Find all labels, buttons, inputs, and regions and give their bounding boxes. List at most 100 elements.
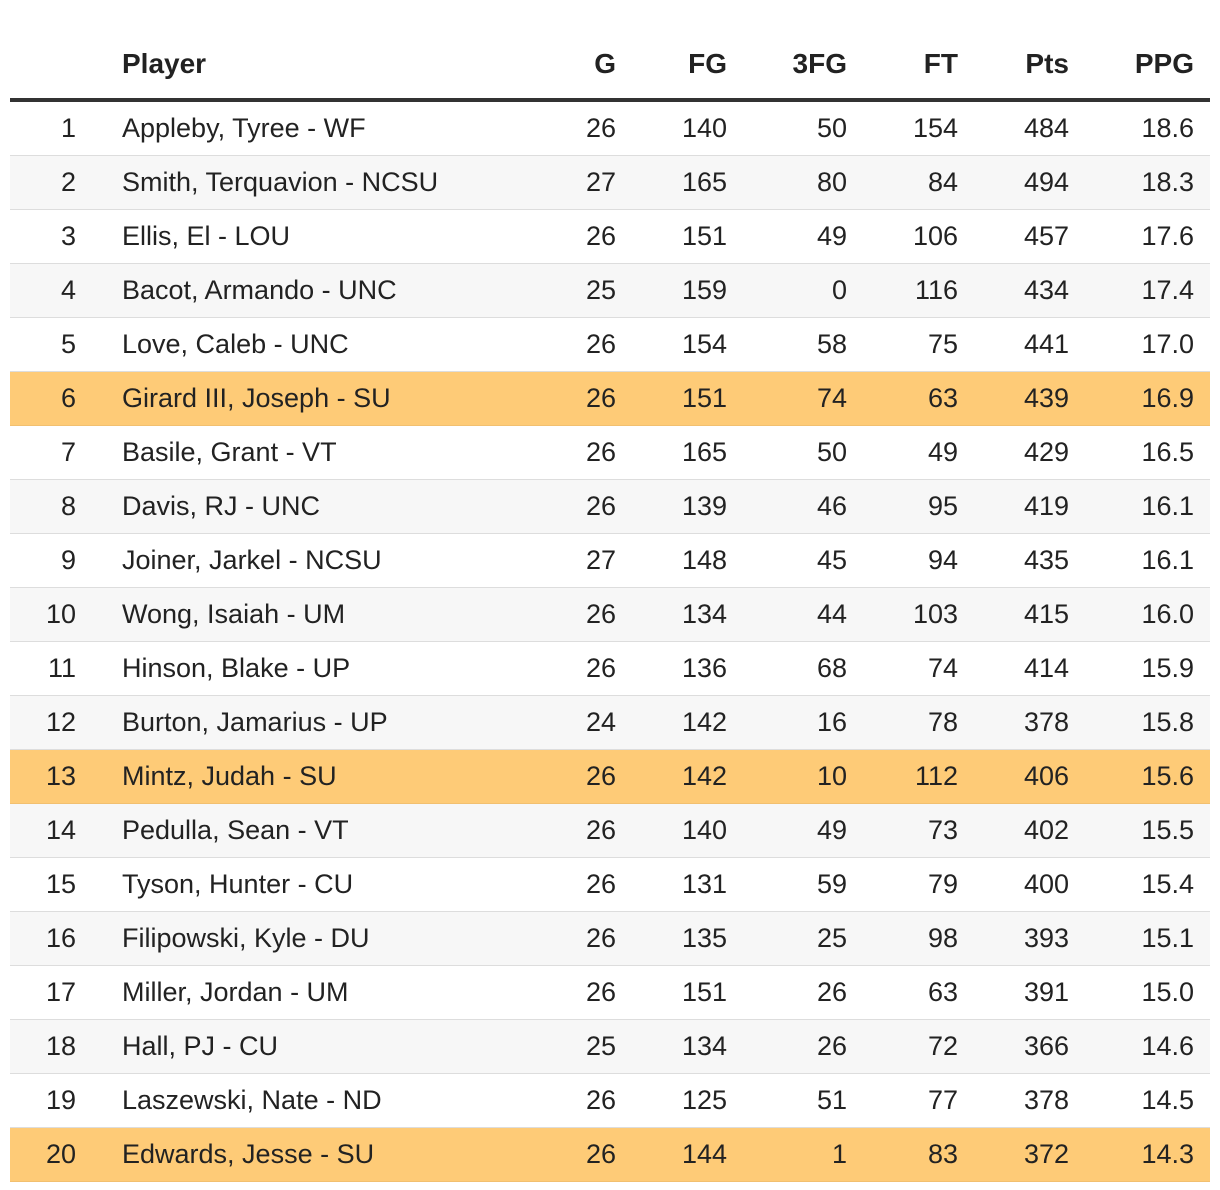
table-row: 15 Tyson, Hunter - CU 26 131 59 79 400 15.4 <box>10 857 1210 912</box>
table-row: 12 Burton, Jamarius - UP 24 142 16 78 378 15.8 <box>10 695 1210 750</box>
cell-free-throws: 116 <box>847 263 958 318</box>
cell-points-per-game: 15.4 <box>1069 857 1210 912</box>
cell-free-throws: 112 <box>847 749 958 804</box>
cell-points-per-game: 18.3 <box>1069 155 1210 210</box>
cell-free-throws: 83 <box>847 1127 958 1182</box>
cell-free-throws: 94 <box>847 533 958 588</box>
cell-player: Love, Caleb - UNC <box>122 317 542 372</box>
table-row: 6 Girard III, Joseph - SU 26 151 74 63 439 16.9 <box>10 371 1210 426</box>
cell-three-point-field-goals: 68 <box>727 641 847 696</box>
cell-three-point-field-goals: 26 <box>727 965 847 1020</box>
cell-player: Smith, Terquavion - NCSU <box>122 155 542 210</box>
cell-player: Tyson, Hunter - CU <box>122 857 542 912</box>
cell-player: Burton, Jamarius - UP <box>122 695 542 750</box>
cell-free-throws: 63 <box>847 371 958 426</box>
cell-three-point-field-goals: 74 <box>727 371 847 426</box>
cell-free-throws: 103 <box>847 587 958 642</box>
cell-points: 439 <box>958 371 1069 426</box>
cell-points-per-game: 14.5 <box>1069 1073 1210 1128</box>
cell-field-goals: 165 <box>616 155 727 210</box>
cell-points-per-game: 17.4 <box>1069 263 1210 318</box>
cell-games: 26 <box>542 749 616 804</box>
header-field-goals: FG <box>616 30 727 102</box>
cell-points-per-game: 16.1 <box>1069 479 1210 534</box>
cell-rank: 5 <box>10 317 122 372</box>
cell-free-throws: 95 <box>847 479 958 534</box>
cell-field-goals: 135 <box>616 911 727 966</box>
cell-points-per-game: 15.9 <box>1069 641 1210 696</box>
cell-points-per-game: 15.5 <box>1069 803 1210 858</box>
header-row: Player G FG 3FG FT Pts PPG <box>10 30 1210 102</box>
table-row: 2 Smith, Terquavion - NCSU 27 165 80 84 494 18.… <box>10 155 1210 210</box>
cell-free-throws: 154 <box>847 100 958 156</box>
cell-free-throws: 63 <box>847 965 958 1020</box>
table-row: 16 Filipowski, Kyle - DU 26 135 25 98 393 15.1 <box>10 911 1210 966</box>
table-row: 10 Wong, Isaiah - UM 26 134 44 103 415 16.0 <box>10 587 1210 642</box>
cell-points: 393 <box>958 911 1069 966</box>
cell-player: Joiner, Jarkel - NCSU <box>122 533 542 588</box>
cell-field-goals: 148 <box>616 533 727 588</box>
cell-rank: 18 <box>10 1019 122 1074</box>
cell-points: 457 <box>958 209 1069 264</box>
stats-table-container: Player G FG 3FG FT Pts PPG 1 Appleby, Tyr… <box>10 30 1210 1182</box>
cell-points: 378 <box>958 695 1069 750</box>
cell-points: 378 <box>958 1073 1069 1128</box>
cell-rank: 2 <box>10 155 122 210</box>
table-row: 4 Bacot, Armando - UNC 25 159 0 116 434 17.4 <box>10 263 1210 318</box>
cell-rank: 6 <box>10 371 122 426</box>
cell-field-goals: 142 <box>616 695 727 750</box>
cell-points: 434 <box>958 263 1069 318</box>
cell-games: 26 <box>542 911 616 966</box>
cell-three-point-field-goals: 59 <box>727 857 847 912</box>
cell-player: Bacot, Armando - UNC <box>122 263 542 318</box>
cell-points-per-game: 16.5 <box>1069 425 1210 480</box>
cell-three-point-field-goals: 80 <box>727 155 847 210</box>
cell-points-per-game: 17.0 <box>1069 317 1210 372</box>
cell-points-per-game: 16.1 <box>1069 533 1210 588</box>
header-points: Pts <box>958 30 1069 102</box>
cell-games: 26 <box>542 317 616 372</box>
cell-points-per-game: 15.8 <box>1069 695 1210 750</box>
cell-points-per-game: 17.6 <box>1069 209 1210 264</box>
cell-player: Hall, PJ - CU <box>122 1019 542 1074</box>
cell-field-goals: 125 <box>616 1073 727 1128</box>
table-row: 7 Basile, Grant - VT 26 165 50 49 429 16.5 <box>10 425 1210 480</box>
cell-field-goals: 136 <box>616 641 727 696</box>
cell-three-point-field-goals: 50 <box>727 425 847 480</box>
header-points-per-game: PPG <box>1069 30 1210 102</box>
table-body: 1 Appleby, Tyree - WF 26 140 50 154 484 18.6 2 Sm… <box>10 100 1210 1182</box>
cell-three-point-field-goals: 45 <box>727 533 847 588</box>
cell-games: 26 <box>542 587 616 642</box>
cell-player: Ellis, El - LOU <box>122 209 542 264</box>
cell-free-throws: 75 <box>847 317 958 372</box>
table-row: 5 Love, Caleb - UNC 26 154 58 75 441 17.0 <box>10 317 1210 372</box>
table-row: 19 Laszewski, Nate - ND 26 125 51 77 378 14.5 <box>10 1073 1210 1128</box>
table-row: 11 Hinson, Blake - UP 26 136 68 74 414 15.9 <box>10 641 1210 696</box>
cell-points: 391 <box>958 965 1069 1020</box>
cell-three-point-field-goals: 58 <box>727 317 847 372</box>
cell-games: 26 <box>542 209 616 264</box>
cell-points: 484 <box>958 100 1069 156</box>
cell-player: Miller, Jordan - UM <box>122 965 542 1020</box>
table-row: 13 Mintz, Judah - SU 26 142 10 112 406 15.6 <box>10 749 1210 804</box>
cell-three-point-field-goals: 26 <box>727 1019 847 1074</box>
cell-free-throws: 77 <box>847 1073 958 1128</box>
cell-points: 494 <box>958 155 1069 210</box>
cell-rank: 3 <box>10 209 122 264</box>
cell-three-point-field-goals: 46 <box>727 479 847 534</box>
cell-points: 366 <box>958 1019 1069 1074</box>
cell-games: 26 <box>542 479 616 534</box>
cell-points-per-game: 16.9 <box>1069 371 1210 426</box>
cell-field-goals: 134 <box>616 1019 727 1074</box>
cell-games: 26 <box>542 1127 616 1182</box>
cell-games: 26 <box>542 425 616 480</box>
cell-free-throws: 72 <box>847 1019 958 1074</box>
cell-player: Mintz, Judah - SU <box>122 749 542 804</box>
cell-free-throws: 74 <box>847 641 958 696</box>
cell-rank: 4 <box>10 263 122 318</box>
cell-field-goals: 131 <box>616 857 727 912</box>
cell-rank: 20 <box>10 1127 122 1182</box>
cell-games: 26 <box>542 803 616 858</box>
cell-free-throws: 78 <box>847 695 958 750</box>
cell-games: 26 <box>542 641 616 696</box>
